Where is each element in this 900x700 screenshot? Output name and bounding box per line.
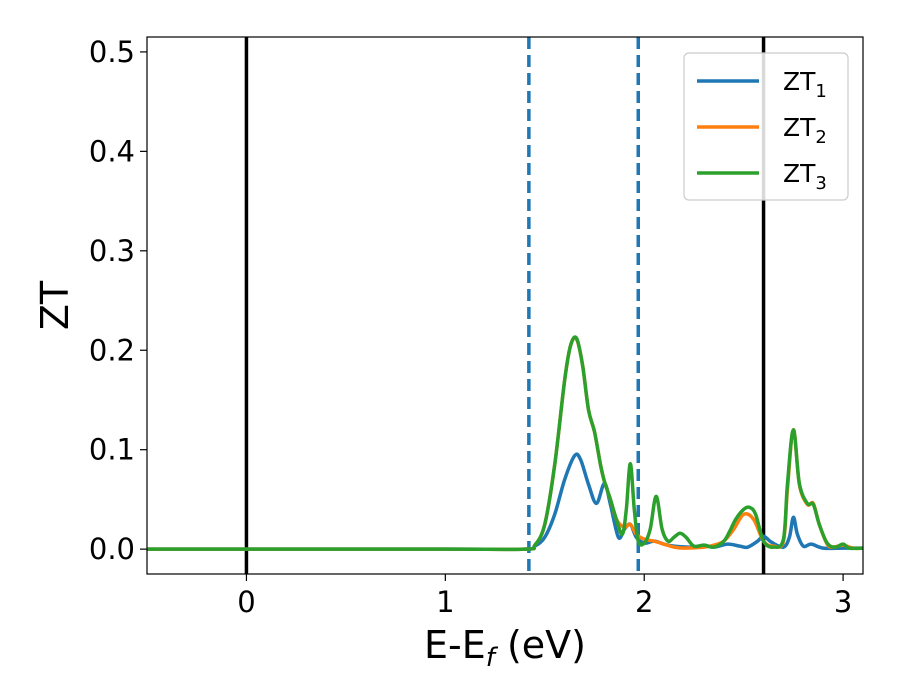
legend-box: [683, 52, 849, 201]
series-line-zt1: [147, 452, 863, 552]
y-tick-label: 0.4: [89, 134, 135, 168]
x-axis-label-main: E-E: [424, 623, 486, 667]
series-line-zt3: [147, 335, 863, 552]
y-axis-label: ZT: [33, 280, 77, 330]
legend-label-zt1: ZT1: [783, 67, 827, 102]
x-tick-label: 1: [436, 585, 454, 619]
x-tick-label: 3: [834, 585, 852, 619]
x-axis-label-unit: (eV): [495, 623, 586, 667]
plot-frame: [146, 36, 864, 575]
legend-label-subscript: 3: [815, 173, 826, 194]
y-tick-label: 0.1: [89, 433, 135, 467]
y-tick-label: 0.3: [89, 234, 135, 268]
legend-label-subscript: 1: [815, 81, 826, 102]
legend-label-subscript: 2: [815, 127, 826, 148]
y-axis-ticks: 0.0 0.1 0.2 0.3 0.4 0.5: [89, 35, 147, 566]
x-tick-label: 0: [237, 585, 255, 619]
x-axis-ticks: 0 1 2 3: [237, 574, 852, 619]
legend-label-main: ZT: [783, 159, 816, 188]
legend-label-main: ZT: [783, 67, 816, 96]
y-tick-label: 0.5: [89, 35, 135, 69]
series-lines: [147, 335, 863, 552]
x-axis-label: E-Ef (eV): [424, 623, 586, 673]
legend-label-main: ZT: [783, 113, 816, 142]
legend-label-zt2: ZT2: [783, 113, 827, 148]
y-tick-label: 0.0: [89, 532, 135, 566]
x-tick-label: 2: [635, 585, 653, 619]
y-tick-label: 0.2: [89, 333, 135, 367]
legend-label-zt3: ZT3: [783, 159, 827, 194]
